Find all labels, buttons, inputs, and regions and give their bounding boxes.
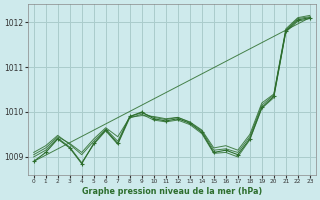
X-axis label: Graphe pression niveau de la mer (hPa): Graphe pression niveau de la mer (hPa) (82, 187, 262, 196)
